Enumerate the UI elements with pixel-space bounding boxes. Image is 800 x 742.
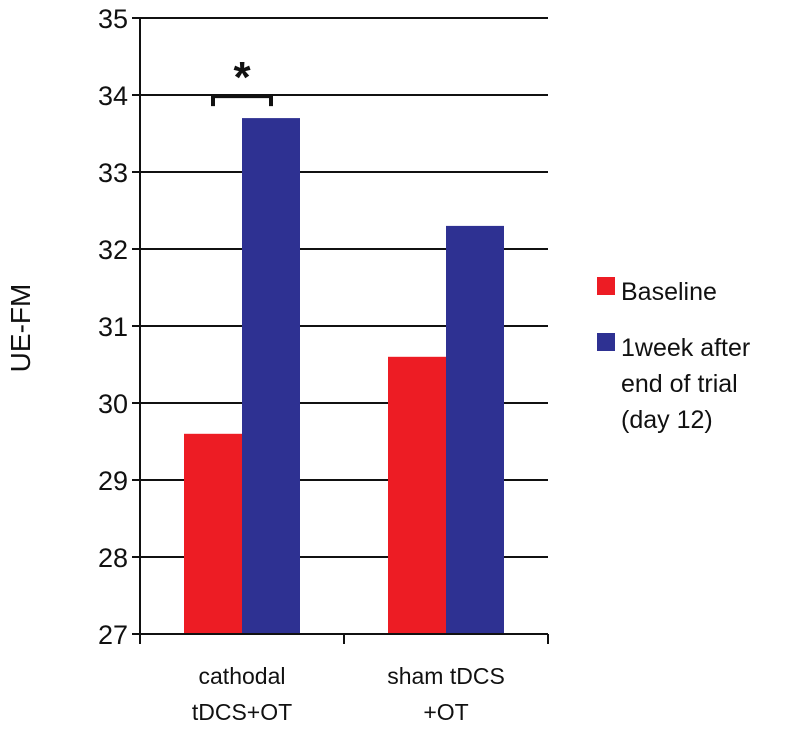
legend: Baseline 1week after end of trial (day 12): [597, 277, 750, 434]
axes: [132, 17, 549, 644]
bar: [184, 433, 242, 634]
y-axis-label: UE-FM: [5, 284, 36, 373]
y-tick-label: 34: [98, 81, 128, 111]
significance-bracket: [211, 94, 273, 107]
y-tick-label: 32: [98, 235, 128, 265]
x-category-label: sham tDCS: [387, 663, 505, 689]
legend-label: Baseline: [621, 278, 717, 306]
legend-swatch: [597, 277, 615, 295]
y-tick-label: 29: [98, 466, 128, 496]
x-category-label: cathodal: [199, 663, 286, 689]
legend-label: end of trial: [621, 370, 738, 398]
annotations: *: [211, 53, 273, 107]
y-tick-label: 31: [98, 312, 128, 342]
legend-label: (day 12): [621, 406, 713, 434]
bar: [242, 118, 300, 635]
y-tick-label: 28: [98, 543, 128, 573]
y-tick-label: 30: [98, 389, 128, 419]
x-category-label: tDCS+OT: [192, 699, 292, 725]
y-tick-label: 35: [98, 4, 128, 34]
x-category-label: +OT: [423, 699, 468, 725]
legend-label: 1week after: [621, 334, 750, 362]
x-category-labels: cathodal tDCS+OT sham tDCS +OT: [192, 663, 505, 725]
bar: [388, 356, 446, 634]
legend-swatch: [597, 333, 615, 351]
y-tick-label: 27: [98, 620, 128, 650]
significance-star: *: [233, 53, 251, 102]
bar: [446, 225, 504, 634]
y-tick-label: 33: [98, 158, 128, 188]
bars: [184, 118, 504, 635]
y-tick-labels: 27 28 29 30 31 32 33 34 35: [98, 4, 128, 650]
